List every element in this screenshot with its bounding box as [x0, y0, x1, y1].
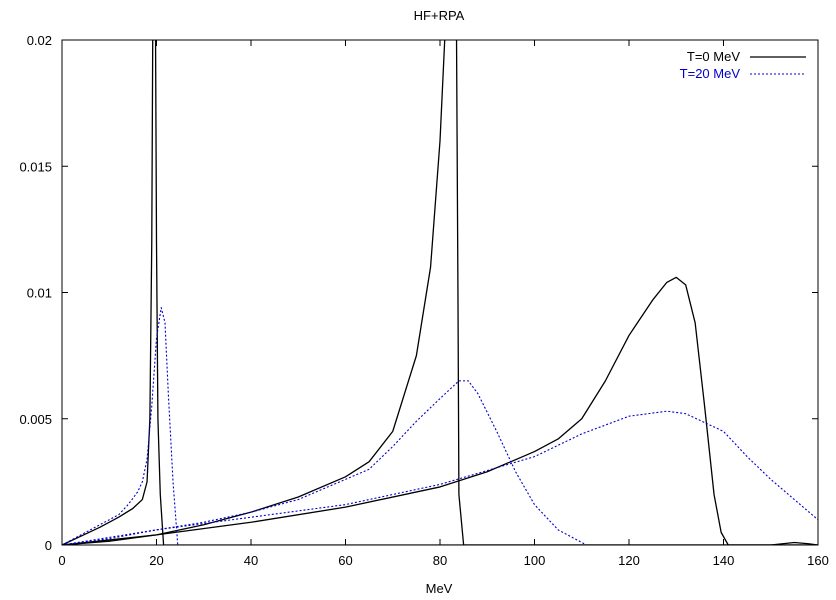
y-tick-label: 0 [45, 538, 52, 553]
chart-title: HF+RPA [414, 8, 465, 23]
series-line-t20-1 [62, 380, 818, 545]
chart-curves [62, 40, 818, 545]
x-tick-label: 0 [58, 553, 65, 568]
legend-entry-t0: T=0 MeV [687, 49, 806, 64]
legend-label-t20: T=20 MeV [680, 66, 741, 81]
y-tick-label: 0.015 [19, 159, 52, 174]
x-tick-label: 60 [338, 553, 352, 568]
y-tick-label: 0.02 [27, 33, 52, 48]
plot-frame [61, 39, 819, 546]
series-line-t0-2 [62, 40, 446, 545]
x-tick-label: 40 [244, 553, 258, 568]
x-axis-label: MeV [426, 581, 453, 596]
y-tick-label: 0.005 [19, 412, 52, 427]
legend: T=0 MeV T=20 MeV [680, 49, 806, 81]
y-tick-label: 0.01 [27, 286, 52, 301]
series-line-t0-0 [62, 40, 154, 545]
x-axis: 0 20 40 60 80 100 120 140 160 [58, 40, 829, 568]
legend-label-t0: T=0 MeV [687, 49, 740, 64]
x-tick-label: 140 [713, 553, 735, 568]
series-line-t0-1 [154, 40, 818, 545]
x-tick-label: 160 [807, 553, 829, 568]
x-tick-label: 20 [149, 553, 163, 568]
x-tick-label: 80 [433, 553, 447, 568]
x-tick-label: 100 [524, 553, 546, 568]
x-tick-label: 120 [618, 553, 640, 568]
series-line-t20-0 [62, 307, 818, 545]
series-line-t20-2 [62, 410, 818, 545]
legend-entry-t20: T=20 MeV [680, 66, 806, 81]
series-line-t0-3 [455, 40, 818, 545]
y-axis: 0 0.005 0.01 0.015 0.02 [19, 33, 818, 553]
series-line-t0-4 [62, 276, 818, 545]
